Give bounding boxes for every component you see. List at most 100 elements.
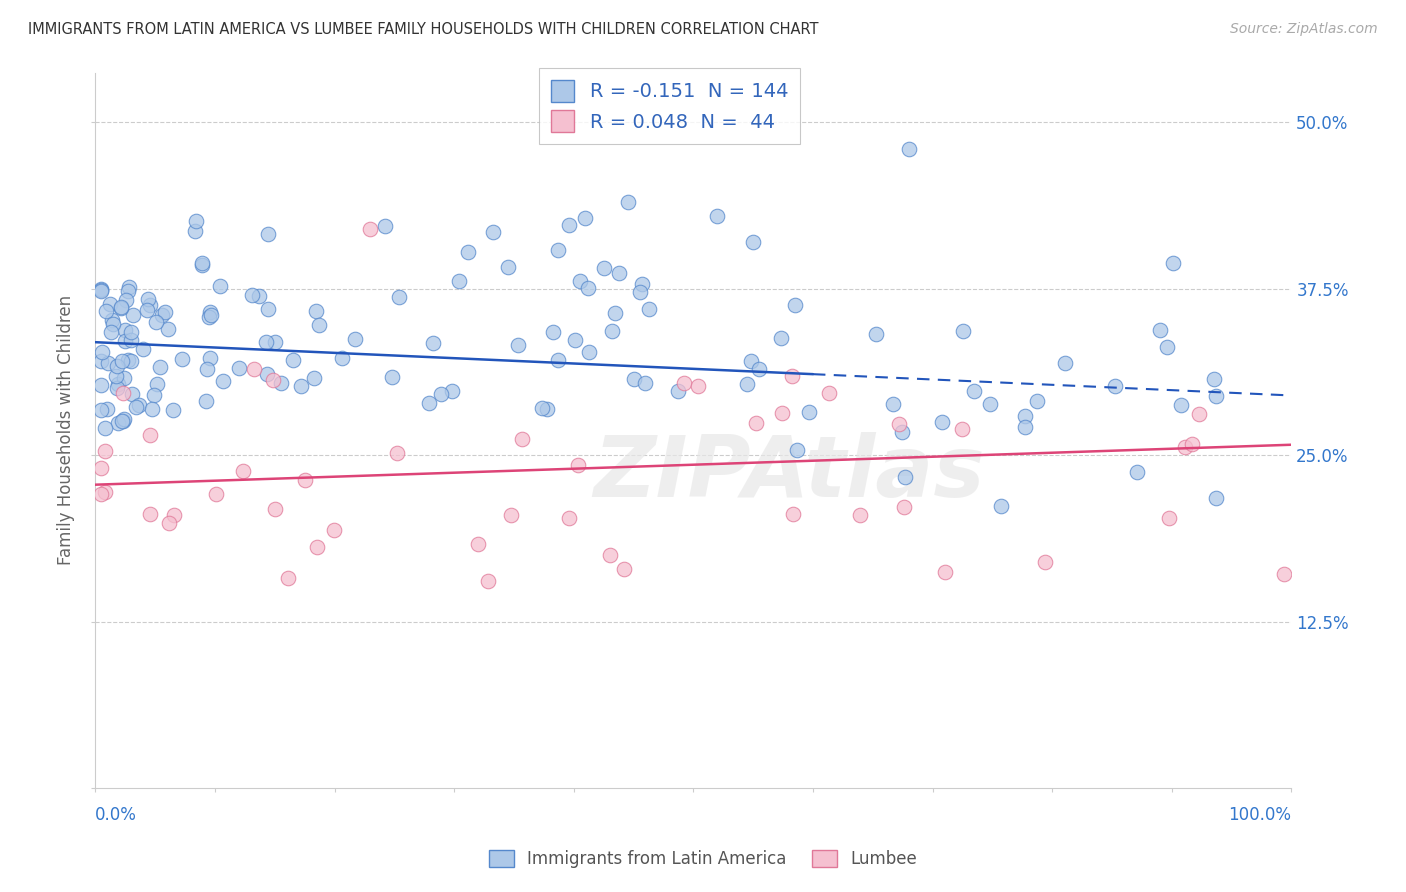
Point	[198, 305, 221, 319]
Point	[1104, 379, 1126, 393]
Point	[110, 354, 132, 368]
Point	[117, 284, 139, 298]
Point	[264, 502, 287, 516]
Point	[1170, 398, 1192, 412]
Point	[541, 325, 564, 339]
Point	[499, 508, 522, 522]
Point	[818, 386, 841, 401]
Point	[190, 258, 212, 272]
Point	[891, 425, 914, 440]
Point	[422, 336, 444, 351]
Point	[569, 274, 592, 288]
Point	[94, 420, 117, 434]
Point	[952, 324, 974, 338]
Point	[1188, 407, 1211, 421]
Point	[195, 394, 218, 409]
Point	[374, 219, 396, 234]
Point	[547, 243, 569, 257]
Point	[706, 209, 728, 223]
Point	[1014, 409, 1036, 424]
Point	[330, 351, 353, 365]
Point	[418, 396, 440, 410]
Point	[157, 516, 180, 530]
Point	[163, 508, 186, 522]
Point	[1156, 339, 1178, 353]
Point	[304, 304, 326, 318]
Point	[96, 304, 118, 318]
Point	[530, 401, 553, 415]
Point	[195, 362, 218, 376]
Point	[114, 323, 136, 337]
Point	[894, 469, 917, 483]
Point	[882, 397, 904, 411]
Point	[990, 499, 1012, 513]
Point	[277, 571, 299, 585]
Point	[1181, 437, 1204, 451]
Point	[294, 473, 316, 487]
Point	[90, 461, 112, 475]
Point	[139, 427, 162, 442]
Point	[200, 351, 222, 365]
Point	[381, 370, 404, 384]
Point	[143, 388, 166, 402]
Point	[149, 360, 172, 375]
Point	[172, 352, 194, 367]
Point	[1026, 393, 1049, 408]
Point	[564, 333, 586, 347]
Point	[599, 548, 621, 562]
Point	[673, 376, 696, 390]
Point	[359, 222, 381, 236]
Point	[162, 402, 184, 417]
Point	[613, 561, 636, 575]
Point	[256, 368, 278, 382]
Point	[1174, 441, 1197, 455]
Point	[90, 403, 112, 417]
Point	[628, 285, 651, 299]
Point	[897, 142, 920, 156]
Point	[388, 290, 411, 304]
Point	[257, 227, 280, 241]
Point	[496, 260, 519, 274]
Point	[94, 484, 117, 499]
Point	[281, 353, 304, 368]
Point	[1149, 323, 1171, 337]
Point	[90, 282, 112, 296]
Point	[146, 376, 169, 391]
Text: 100.0%: 100.0%	[1229, 806, 1291, 824]
Point	[797, 405, 820, 419]
Point	[1272, 567, 1295, 582]
Point	[90, 283, 112, 297]
Point	[931, 415, 953, 429]
Point	[536, 402, 558, 417]
Point	[477, 574, 499, 588]
Point	[138, 298, 160, 312]
Point	[191, 256, 214, 270]
Point	[263, 334, 285, 349]
Point	[567, 458, 589, 472]
Point	[135, 302, 157, 317]
Point	[208, 278, 231, 293]
Point	[136, 292, 159, 306]
Text: ZIPAtlas: ZIPAtlas	[593, 432, 984, 515]
Point	[557, 218, 579, 232]
Point	[740, 353, 762, 368]
Point	[270, 376, 292, 391]
Point	[783, 297, 806, 311]
Point	[637, 302, 659, 317]
Point	[120, 333, 142, 347]
Point	[145, 315, 167, 329]
Text: Source: ZipAtlas.com: Source: ZipAtlas.com	[1230, 22, 1378, 37]
Point	[1202, 372, 1225, 386]
Point	[91, 345, 114, 359]
Point	[125, 401, 148, 415]
Point	[1054, 356, 1077, 370]
Point	[184, 224, 207, 238]
Point	[344, 332, 367, 346]
Point	[385, 446, 408, 460]
Point	[120, 325, 142, 339]
Point	[578, 345, 600, 359]
Point	[112, 386, 135, 401]
Point	[117, 352, 139, 367]
Point	[467, 537, 489, 551]
Point	[603, 306, 626, 320]
